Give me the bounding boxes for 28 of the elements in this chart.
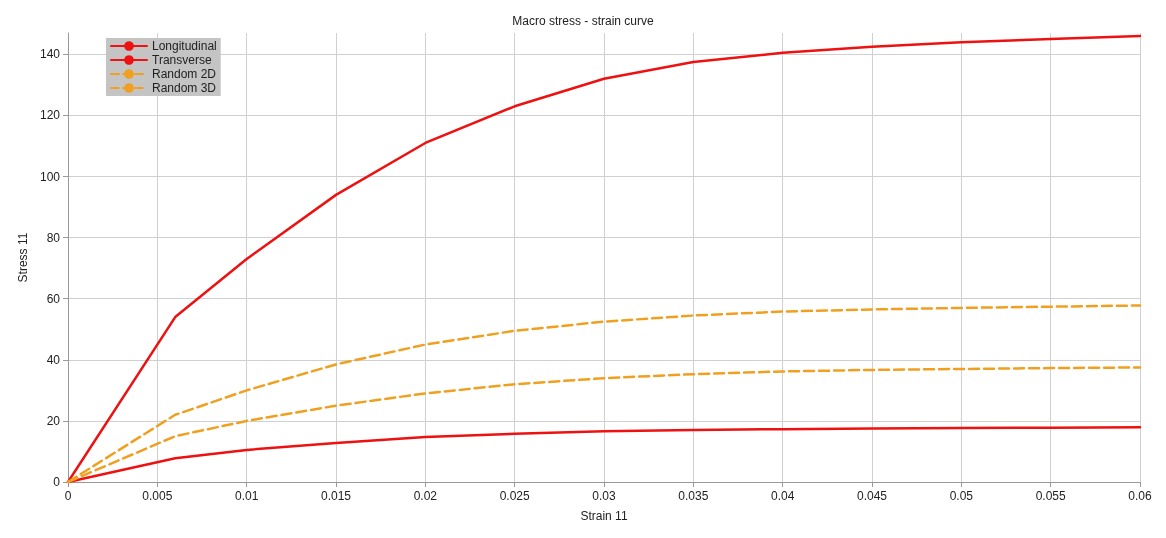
x-tick-label: 0.035 (678, 489, 709, 503)
y-tick-label: 80 (46, 230, 61, 245)
legend-label: Longitudinal (152, 39, 217, 53)
y-tick-label: 20 (46, 413, 61, 428)
y-tick-label: 0 (53, 475, 61, 489)
y-tick-label: 140 (39, 47, 61, 62)
x-tick-label: 0.025 (499, 489, 531, 503)
x-tick-label: 0.03 (592, 489, 616, 503)
legend-label: Transverse (152, 53, 212, 67)
y-tick-label: 100 (39, 169, 61, 184)
y-tick-label: 120 (39, 108, 61, 123)
x-axis-title: Strain 11 (580, 509, 628, 523)
x-tick-label: 0.04 (770, 489, 795, 503)
chart-title: Macro stress - strain curve (512, 14, 654, 28)
legend-label: Random 2D (152, 67, 217, 81)
x-tick-label: 0.05 (949, 489, 974, 503)
x-tick-label: 0.02 (413, 489, 438, 503)
y-tick-label: 60 (46, 291, 61, 306)
y-axis-title: Stress 11 (16, 232, 31, 283)
x-tick-label: 0.045 (856, 489, 888, 503)
legend-label: Random 3D (152, 81, 217, 95)
x-tick-label: 0.01 (234, 489, 259, 503)
x-tick-label: 0.015 (320, 489, 352, 503)
x-tick-label: 0.06 (1128, 489, 1152, 503)
x-tick-label: 0 (64, 489, 72, 503)
x-tick-label: 0.005 (142, 489, 173, 503)
x-tick-label: 0.055 (1035, 489, 1067, 503)
y-tick-label: 40 (46, 352, 61, 367)
